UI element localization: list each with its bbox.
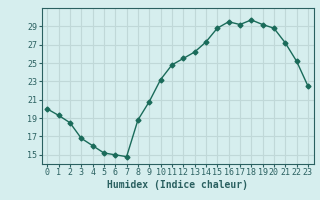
X-axis label: Humidex (Indice chaleur): Humidex (Indice chaleur) <box>107 180 248 190</box>
